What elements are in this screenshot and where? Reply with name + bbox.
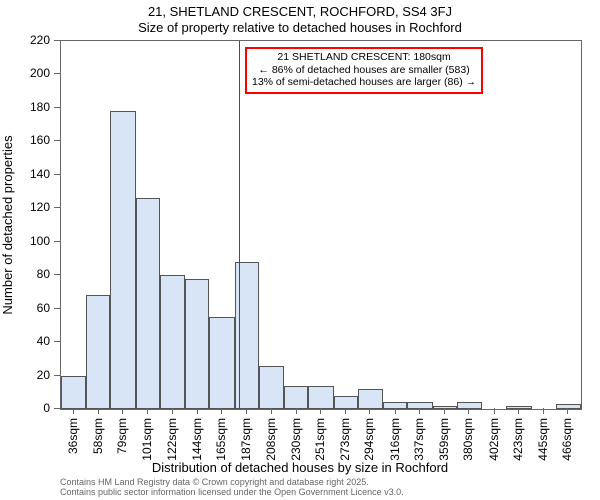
x-tick	[98, 408, 99, 414]
y-tick	[54, 341, 60, 342]
histogram-bar	[61, 376, 86, 409]
y-tick-label: 220	[0, 33, 50, 47]
y-tick-label: 100	[0, 234, 50, 248]
y-tick	[54, 241, 60, 242]
y-tick-label: 60	[0, 301, 50, 315]
x-tick-label: 58sqm	[91, 418, 105, 454]
histogram-bar	[136, 198, 160, 409]
chart-container: 21, SHETLAND CRESCENT, ROCHFORD, SS4 3FJ…	[0, 0, 600, 500]
x-tick-label: 208sqm	[264, 418, 278, 461]
histogram-bar	[259, 366, 284, 409]
histogram-bar	[209, 317, 234, 409]
x-tick-label: 316sqm	[388, 418, 402, 461]
x-tick	[395, 408, 396, 414]
y-tick	[54, 308, 60, 309]
plot-area: 21 SHETLAND CRESCENT: 180sqm ← 86% of de…	[60, 40, 582, 410]
histogram-bar	[358, 389, 383, 409]
x-tick-label: 359sqm	[437, 418, 451, 461]
x-tick	[246, 408, 247, 414]
y-tick-label: 40	[0, 334, 50, 348]
histogram-bar	[110, 111, 135, 409]
y-tick	[54, 375, 60, 376]
x-tick-label: 337sqm	[412, 418, 426, 461]
x-tick	[543, 408, 544, 414]
annotation-line3: 13% of semi-detached houses are larger (…	[252, 76, 476, 89]
x-tick	[271, 408, 272, 414]
x-tick	[567, 408, 568, 414]
footer-attribution: Contains HM Land Registry data © Crown c…	[60, 478, 404, 498]
x-tick-label: 273sqm	[338, 418, 352, 461]
histogram-bar	[160, 275, 185, 409]
y-axis-label: Number of detached properties	[0, 135, 15, 314]
y-tick-label: 20	[0, 368, 50, 382]
x-tick-label: 402sqm	[487, 418, 501, 461]
x-tick	[419, 408, 420, 414]
y-tick	[54, 140, 60, 141]
x-tick	[345, 408, 346, 414]
x-tick-label: 36sqm	[66, 418, 80, 454]
x-tick	[494, 408, 495, 414]
x-tick	[197, 408, 198, 414]
x-tick-label: 380sqm	[461, 418, 475, 461]
x-tick-label: 445sqm	[536, 418, 550, 461]
x-tick-label: 423sqm	[511, 418, 525, 461]
y-tick	[54, 40, 60, 41]
x-tick	[296, 408, 297, 414]
y-tick-label: 120	[0, 200, 50, 214]
x-tick-label: 187sqm	[239, 418, 253, 461]
y-tick	[54, 174, 60, 175]
x-tick	[221, 408, 222, 414]
y-tick-label: 180	[0, 100, 50, 114]
y-tick	[54, 274, 60, 275]
y-tick	[54, 73, 60, 74]
histogram-bar	[185, 279, 209, 409]
y-tick	[54, 408, 60, 409]
x-tick-label: 122sqm	[165, 418, 179, 461]
y-tick-label: 200	[0, 66, 50, 80]
x-tick-label: 165sqm	[214, 418, 228, 461]
x-tick-label: 251sqm	[313, 418, 327, 461]
x-tick-label: 294sqm	[362, 418, 376, 461]
x-tick-label: 101sqm	[140, 418, 154, 461]
x-tick-label: 79sqm	[115, 418, 129, 454]
y-tick-label: 0	[0, 401, 50, 415]
y-tick-label: 80	[0, 267, 50, 281]
x-tick	[518, 408, 519, 414]
x-tick	[468, 408, 469, 414]
y-tick-label: 140	[0, 167, 50, 181]
histogram-bar	[308, 386, 333, 409]
annotation-line1: 21 SHETLAND CRESCENT: 180sqm	[252, 51, 476, 64]
annotation-box: 21 SHETLAND CRESCENT: 180sqm ← 86% of de…	[245, 47, 483, 94]
y-tick	[54, 207, 60, 208]
x-tick	[122, 408, 123, 414]
reference-marker-line	[239, 41, 240, 409]
x-tick-label: 230sqm	[289, 418, 303, 461]
chart-title-line1: 21, SHETLAND CRESCENT, ROCHFORD, SS4 3FJ	[0, 4, 600, 19]
footer-line2: Contains public sector information licen…	[60, 488, 404, 498]
chart-title-line2: Size of property relative to detached ho…	[0, 20, 600, 35]
y-tick	[54, 107, 60, 108]
bars-layer	[61, 41, 581, 409]
x-tick	[444, 408, 445, 414]
x-tick	[320, 408, 321, 414]
x-axis-label: Distribution of detached houses by size …	[0, 460, 600, 475]
x-tick	[73, 408, 74, 414]
y-tick-label: 160	[0, 133, 50, 147]
x-tick	[147, 408, 148, 414]
x-tick-label: 144sqm	[190, 418, 204, 461]
x-tick-label: 466sqm	[560, 418, 574, 461]
histogram-bar	[235, 262, 259, 409]
x-tick	[172, 408, 173, 414]
histogram-bar	[86, 295, 110, 409]
x-tick	[369, 408, 370, 414]
histogram-bar	[334, 396, 358, 409]
histogram-bar	[284, 386, 308, 409]
annotation-line2: ← 86% of detached houses are smaller (58…	[252, 64, 476, 77]
